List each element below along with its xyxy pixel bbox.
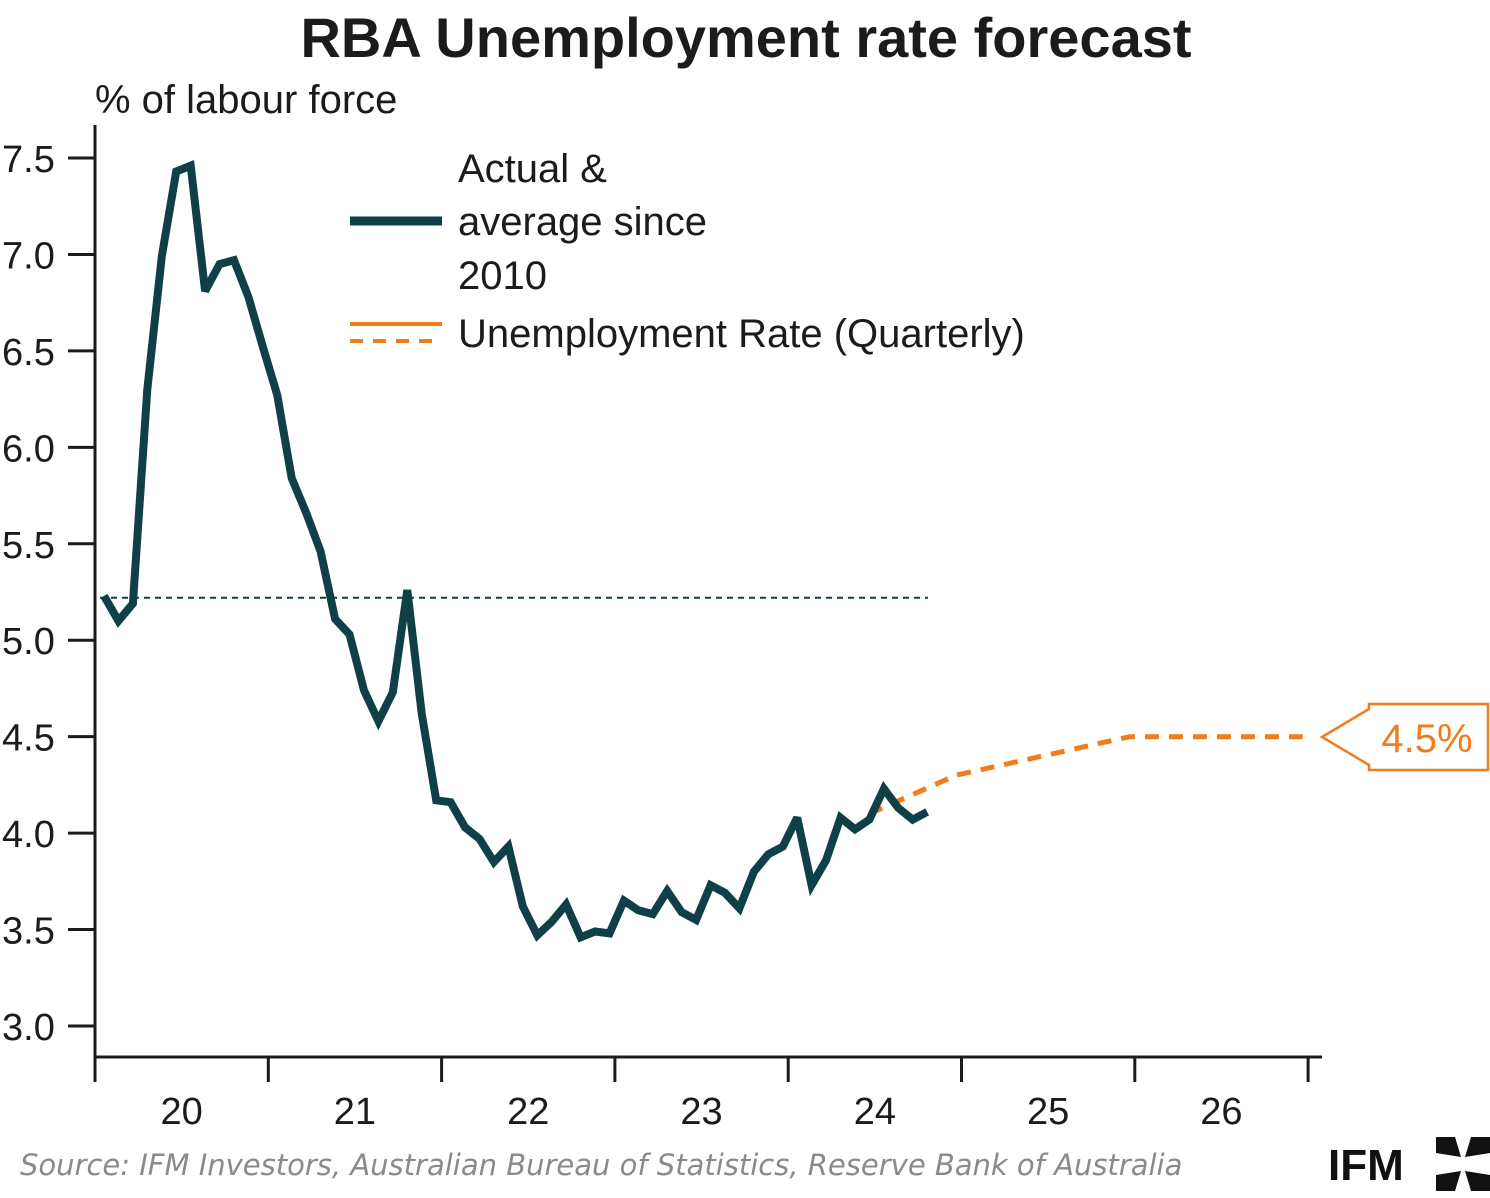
y-axis-label: % of labour force xyxy=(95,78,397,122)
y-axis: 3.0 3.5 4.0 4.5 5.0 5.5 6.0 6.5 7.0 7.5 xyxy=(2,125,97,1057)
forecast-callout: 4.5% xyxy=(1319,702,1490,772)
y-ticks: 3.0 3.5 4.0 4.5 5.0 5.5 6.0 6.5 7.0 7.5 xyxy=(2,139,95,1049)
y-tick-label: 5.5 xyxy=(2,525,55,567)
plot-area xyxy=(100,160,1303,943)
source-note: Source: IFM Investors, Australian Bureau… xyxy=(20,1148,1182,1182)
ifm-logo: IFM xyxy=(1328,1137,1490,1191)
legend-actual-line-3: 2010 xyxy=(458,254,547,298)
legend: Actual & average since 2010 Unemployment… xyxy=(350,147,1025,356)
y-tick-label: 6.0 xyxy=(2,428,55,470)
y-tick-label: 3.5 xyxy=(2,911,55,953)
x-tick-label: 26 xyxy=(1200,1091,1242,1133)
x-tick-label: 20 xyxy=(161,1091,203,1133)
x-tick-label: 24 xyxy=(854,1091,896,1133)
callout-box xyxy=(1319,702,1490,772)
legend-forecast-label: Unemployment Rate (Quarterly) xyxy=(458,312,1025,356)
legend-actual-line-2: average since xyxy=(458,200,707,244)
series-forecast-line xyxy=(868,734,1303,817)
y-tick-label: 4.0 xyxy=(2,814,55,856)
logo-wordmark: IFM xyxy=(1328,1141,1404,1190)
legend-actual-line-1: Actual & xyxy=(458,147,607,191)
y-tick-label: 4.5 xyxy=(2,718,55,760)
callout-value: 4.5% xyxy=(1381,717,1472,761)
logo-mark-icon xyxy=(1436,1137,1490,1191)
chart-title: RBA Unemployment rate forecast xyxy=(300,6,1191,69)
y-tick-label: 5.0 xyxy=(2,621,55,663)
x-ticks: 20 21 22 23 24 25 26 xyxy=(93,1057,1310,1133)
x-tick-label: 25 xyxy=(1027,1091,1069,1133)
x-tick-label: 23 xyxy=(680,1091,722,1133)
x-tick-label: 22 xyxy=(507,1091,549,1133)
y-tick-label: 3.0 xyxy=(2,1007,55,1049)
y-tick-label: 6.5 xyxy=(2,332,55,374)
x-axis: 20 21 22 23 24 25 26 xyxy=(93,1055,1322,1133)
y-tick-label: 7.5 xyxy=(2,139,55,181)
series-actual-line xyxy=(100,160,930,943)
x-tick-label: 21 xyxy=(334,1091,376,1133)
y-tick-label: 7.0 xyxy=(2,235,55,277)
